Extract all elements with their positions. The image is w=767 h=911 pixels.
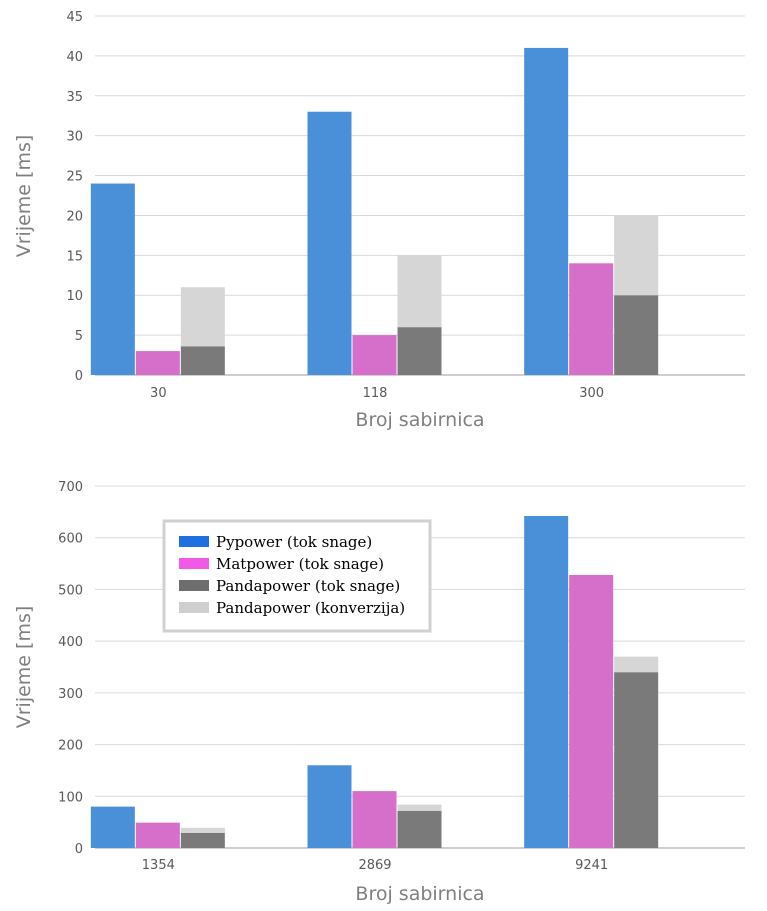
bar-1354-series-1 [90,806,135,848]
legend-swatch [179,536,209,547]
y-tick-label: 5 [75,329,83,344]
legend-label: Pandapower (tok snage) [216,577,400,595]
legend-swatch [179,602,209,613]
bar-9241-series-2 [569,574,614,848]
bar-1354-series-2 [135,822,180,848]
bar-300-series-1 [524,47,569,376]
y-tick-label: 100 [58,790,83,805]
bar-300-series-2 [569,263,614,375]
y-tick-label: 0 [75,369,83,384]
x-tick-label: 118 [363,386,388,401]
y-tick-label: 600 [58,532,83,547]
legend-swatch [179,558,209,569]
legend-swatch [179,580,209,591]
bar-118-series-4 [397,255,442,328]
bar-118-series-1 [307,111,352,375]
y-tick-label: 500 [58,583,83,598]
bar-2869-series-2 [352,791,397,848]
y-tick-label: 300 [58,687,83,702]
legend-label: Pypower (tok snage) [216,533,372,551]
x-tick-label: 1354 [142,858,175,873]
y-tick-label: 15 [66,249,83,264]
bar-2869-series-1 [307,765,352,848]
y-tick-label: 20 [66,209,83,224]
y-tick-label: 10 [66,289,83,304]
bar-1354-series-4 [180,827,225,834]
x-tick-label: 300 [579,386,604,401]
y-tick-label: 40 [66,50,83,65]
bar-300-series-3 [614,295,659,375]
y-axis-title: Vrijeme [ms] [13,606,35,729]
y-tick-label: 45 [66,10,83,25]
x-axis-title: Broj sabirnica [355,409,484,431]
legend-label: Pandapower (konverzija) [216,599,405,617]
bar-300-series-4 [614,215,659,296]
bar-2869-series-4 [397,804,442,811]
x-axis-title: Broj sabirnica [355,883,484,905]
bar-30-series-3 [180,346,225,375]
x-tick-label: 2869 [358,858,391,873]
bar-30-series-1 [90,183,135,375]
bar-9241-series-3 [614,672,659,848]
bar-9241-series-4 [614,656,659,673]
y-axis-title: Vrijeme [ms] [13,135,35,258]
y-tick-label: 35 [66,90,83,105]
x-tick-label: 30 [150,386,167,401]
chart-1: 0 5 10 15 20 25 30 35 40 45 30 118 300 Broj sabirnica… [13,10,745,431]
y-tick-label: 25 [66,170,83,185]
legend: Pypower (tok snage) Matpower (tok snage) P… [162,519,432,633]
bar-30-series-2 [135,351,180,375]
y-tick-label: 0 [75,842,83,857]
bar-1354-series-3 [180,833,225,848]
x-tick-label: 9241 [575,858,608,873]
chart-2: 0 100 200 300 400 500 600 700 1354 2869 9241 Broj s… [13,480,745,905]
bar-9241-series-1 [524,515,569,848]
bar-118-series-2 [352,335,397,375]
y-tick-label: 30 [66,130,83,145]
y-tick-label: 200 [58,739,83,754]
legend-label: Matpower (tok snage) [216,555,384,573]
bar-30-series-4 [180,287,225,347]
bar-118-series-3 [397,327,442,375]
y-tick-label: 700 [58,480,83,495]
y-tick-label: 400 [58,635,83,650]
bar-2869-series-3 [397,810,442,848]
